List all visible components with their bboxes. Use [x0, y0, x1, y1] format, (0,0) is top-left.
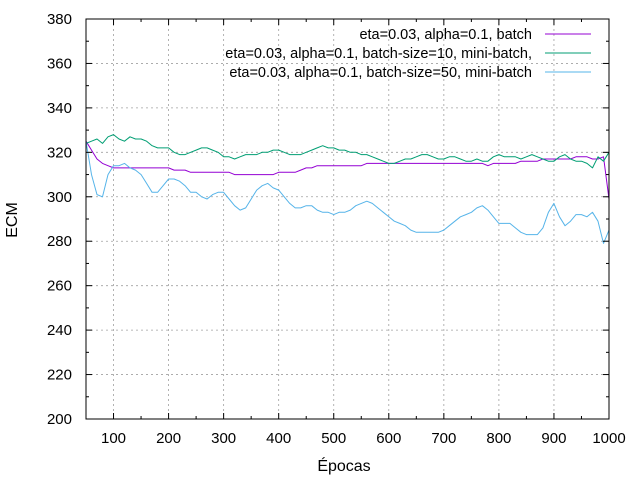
- legend-label: eta=0.03, alpha=0.1, batch: [359, 27, 532, 43]
- x-tick-label: 800: [486, 430, 511, 447]
- legend-label: eta=0.03, alpha=0.1, batch-size=10, mini…: [225, 46, 532, 62]
- y-tick-label: 340: [47, 100, 72, 117]
- x-tick-label: 500: [321, 430, 346, 447]
- series-line-1: [85, 140, 610, 200]
- x-axis-title: Épocas: [317, 456, 370, 475]
- series-line-2: [85, 134, 610, 169]
- axis-ticks: [85, 18, 610, 420]
- y-tick-label: 260: [47, 278, 72, 295]
- x-tick-label: 200: [156, 430, 181, 447]
- legend-item-1: eta=0.03, alpha=0.1, batch: [359, 27, 591, 43]
- x-tick-label: 600: [376, 430, 401, 447]
- series-line-3: [85, 141, 610, 244]
- x-tick-label: 400: [266, 430, 291, 447]
- y-tick-label: 200: [47, 411, 72, 428]
- x-axis-tick-labels: 100 200 300 400 500 600 700 800 900 1000: [101, 430, 626, 447]
- y-tick-label: 240: [47, 322, 72, 339]
- y-tick-label: 320: [47, 144, 72, 161]
- y-tick-label: 360: [47, 55, 72, 72]
- x-tick-label: 900: [541, 430, 566, 447]
- y-tick-label: 380: [47, 11, 72, 28]
- legend-label: eta=0.03, alpha=0.1, batch-size=50, mini…: [229, 65, 532, 81]
- y-tick-label: 280: [47, 233, 72, 250]
- x-tick-label: 700: [431, 430, 456, 447]
- grid: [86, 19, 609, 419]
- x-tick-label: 1000: [592, 430, 625, 447]
- y-axis-title: ECM: [4, 202, 21, 238]
- legend-item-3: eta=0.03, alpha=0.1, batch-size=50, mini…: [229, 65, 591, 81]
- y-axis-tick-labels: 200 220 240 260 280 300 320 340 360 380: [47, 11, 72, 428]
- x-tick-label: 300: [211, 430, 236, 447]
- series-lines: [85, 134, 610, 244]
- y-tick-label: 220: [47, 367, 72, 384]
- y-tick-label: 300: [47, 189, 72, 206]
- legend: eta=0.03, alpha=0.1, batch eta=0.03, alph…: [225, 27, 591, 81]
- x-tick-label: 100: [101, 430, 126, 447]
- legend-item-2: eta=0.03, alpha=0.1, batch-size=10, mini…: [225, 46, 591, 62]
